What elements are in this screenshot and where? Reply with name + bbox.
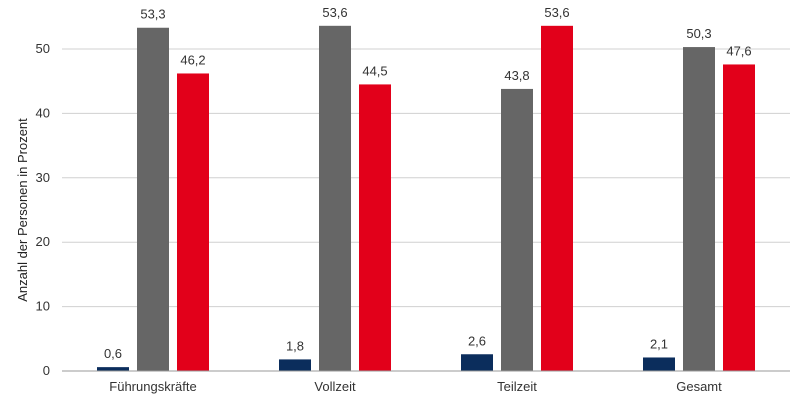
y-tick-label: 50: [36, 41, 50, 56]
bar: [177, 73, 209, 372]
y-tick-label: 10: [36, 299, 50, 314]
data-label: 47,6: [726, 43, 751, 58]
data-label: 53,6: [544, 5, 569, 20]
bar: [541, 25, 573, 371]
gridlines: [62, 48, 790, 308]
bar: [501, 88, 533, 371]
bar: [319, 25, 351, 371]
bar: [137, 27, 169, 372]
x-axis-categories: Führungskräfte Vollzeit Teilzeit Gesamt: [109, 379, 722, 394]
x-category-label: Teilzeit: [497, 379, 537, 394]
y-tick-label: 30: [36, 170, 50, 185]
x-category-label: Vollzeit: [314, 379, 356, 394]
bar: [359, 84, 391, 372]
data-label: 2,1: [650, 336, 668, 351]
y-axis-label: Anzahl der Personen in Prozent: [15, 118, 30, 302]
y-tick-label: 40: [36, 105, 50, 120]
data-label: 53,3: [140, 7, 165, 22]
x-category-label: Gesamt: [676, 379, 722, 394]
bar: [643, 357, 675, 371]
data-label: 50,3: [686, 26, 711, 41]
y-tick-label: 20: [36, 234, 50, 249]
data-label: 2,6: [468, 333, 486, 348]
bar: [683, 47, 715, 372]
data-label: 46,2: [180, 52, 205, 67]
data-label: 53,6: [322, 5, 347, 20]
bar: [461, 354, 493, 371]
y-axis-ticks: 0 10 20 30 40 50: [36, 41, 50, 378]
data-label: 1,8: [286, 338, 304, 353]
y-tick-label: 0: [43, 363, 50, 378]
data-label: 44,5: [362, 63, 387, 78]
data-labels: 0,6 53,3 46,2 1,8 53,6 44,5 2,6 43,8 53,6 2,1 50,3…: [104, 5, 752, 361]
data-label: 43,8: [504, 68, 529, 83]
bar: [97, 367, 129, 371]
data-label: 0,6: [104, 346, 122, 361]
x-category-label: Führungskräfte: [109, 379, 196, 394]
bars: [97, 25, 755, 372]
bar: [723, 64, 755, 372]
bar: [279, 359, 311, 371]
